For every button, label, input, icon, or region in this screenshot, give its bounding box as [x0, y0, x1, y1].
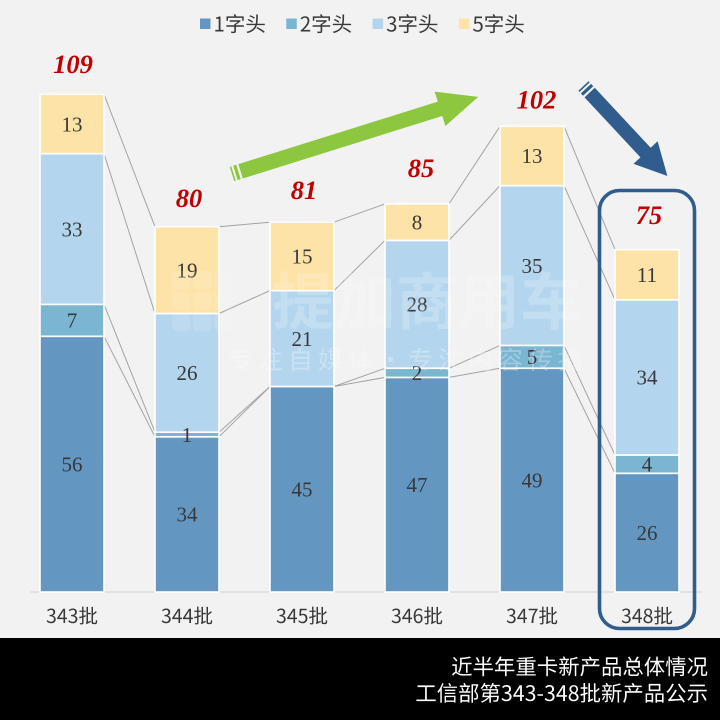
svg-text:21: 21: [292, 327, 313, 351]
svg-text:109: 109: [53, 49, 93, 79]
svg-text:33: 33: [62, 217, 83, 241]
svg-text:7: 7: [67, 309, 78, 333]
svg-text:34: 34: [637, 366, 659, 390]
svg-text:13: 13: [522, 144, 543, 168]
svg-text:11: 11: [637, 263, 657, 287]
svg-text:35: 35: [522, 254, 543, 278]
svg-text:56: 56: [62, 453, 83, 477]
svg-text:85: 85: [408, 153, 435, 183]
svg-text:81: 81: [291, 175, 318, 205]
svg-text:19: 19: [177, 258, 198, 282]
svg-text:8: 8: [412, 211, 423, 235]
svg-text:75: 75: [636, 200, 663, 230]
svg-text:80: 80: [176, 183, 203, 213]
svg-text:47: 47: [407, 473, 428, 497]
svg-text:15: 15: [292, 245, 313, 269]
svg-text:45: 45: [292, 478, 313, 502]
svg-text:4: 4: [642, 453, 653, 477]
svg-text:49: 49: [522, 468, 543, 492]
svg-text:34: 34: [177, 503, 199, 527]
svg-text:2: 2: [412, 361, 423, 385]
svg-text:26: 26: [177, 361, 198, 385]
svg-text:13: 13: [62, 112, 83, 136]
svg-text:28: 28: [407, 293, 428, 317]
svg-text:5: 5: [527, 345, 538, 369]
svg-text:26: 26: [637, 521, 658, 545]
svg-text:1: 1: [182, 423, 193, 447]
svg-text:102: 102: [517, 85, 557, 115]
